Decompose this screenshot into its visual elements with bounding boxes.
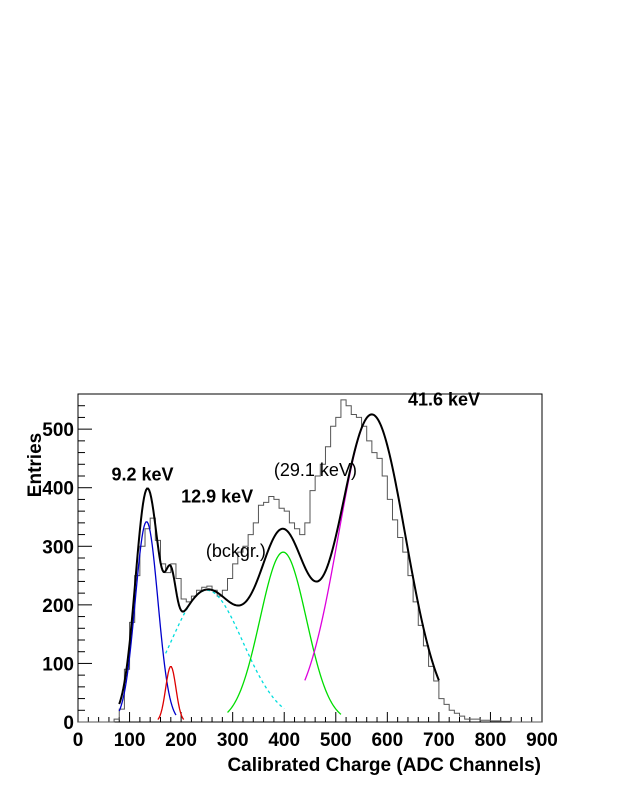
- y-tick-label: 0: [63, 713, 74, 734]
- x-tick-label: 100: [114, 730, 146, 751]
- y-tick-label: 500: [42, 420, 74, 441]
- histogram: [78, 399, 542, 723]
- annotation-label: 41.6 keV: [408, 390, 480, 410]
- x-axis-title: Calibrated Charge (ADC Channels): [227, 755, 541, 776]
- y-axis-ticks: 0 100 200 300 400 500: [42, 393, 92, 734]
- x-axis-ticks: 0 100 200 300 400 500 600 700 800 900: [73, 712, 558, 751]
- fit-curve-29-1-kev: [227, 551, 342, 715]
- fit-curve-total-fit: [118, 413, 440, 705]
- x-tick-label: 0: [73, 730, 84, 751]
- x-tick-label: 800: [475, 730, 507, 751]
- plot-frame: [77, 393, 543, 723]
- x-tick-label: 600: [371, 730, 403, 751]
- annotations: 9.2 keV 12.9 keV (bckgr.) (29.1 keV) 41.6 ke…: [112, 390, 481, 561]
- x-tick-label: 300: [217, 730, 249, 751]
- x-tick-label: 200: [165, 730, 197, 751]
- fit-curves: [118, 413, 440, 720]
- y-tick-label: 400: [42, 479, 74, 500]
- fit-curve-41-6-kev: [304, 413, 435, 681]
- annotation-label: (bckgr.): [206, 541, 266, 561]
- annotation-label: 9.2 keV: [112, 465, 174, 485]
- x-tick-label: 400: [268, 730, 300, 751]
- annotation-label: 12.9 keV: [181, 486, 253, 506]
- fit-curve-9-2-kev: [118, 521, 177, 716]
- y-tick-label: 300: [42, 537, 74, 558]
- x-tick-label: 500: [320, 730, 352, 751]
- x-tick-label: 700: [423, 730, 455, 751]
- annotation-label: (29.1 keV): [274, 460, 357, 480]
- fit-curve-12-9-kev: [157, 665, 185, 720]
- y-axis-title: Entries: [25, 433, 46, 497]
- fit-curve-bckgr: [165, 589, 285, 710]
- y-tick-label: 100: [42, 654, 74, 675]
- y-tick-label: 200: [42, 596, 74, 617]
- x-tick-label: 900: [526, 730, 558, 751]
